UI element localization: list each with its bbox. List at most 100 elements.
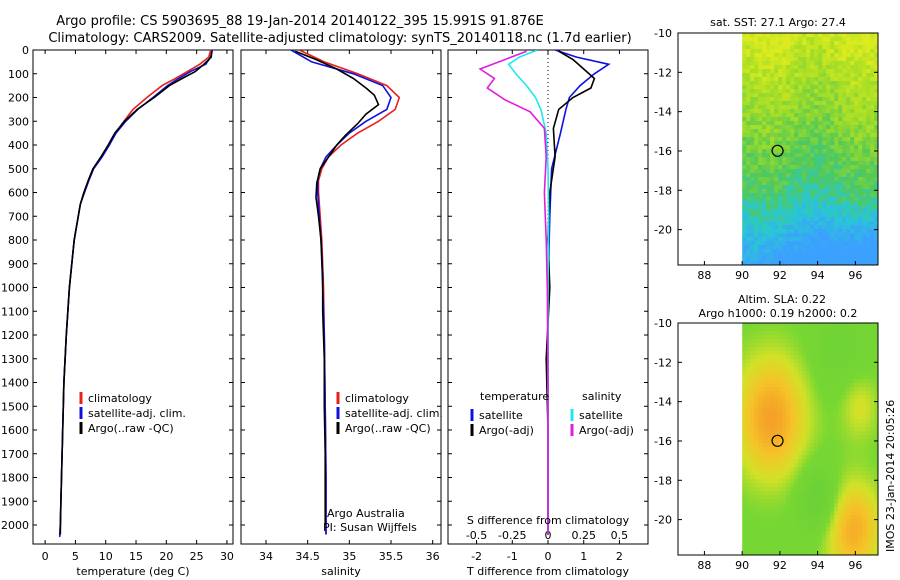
map-cell — [858, 61, 863, 66]
map-cell — [862, 471, 867, 476]
map-cell — [806, 201, 811, 206]
map-cell — [822, 181, 827, 186]
map-cell — [866, 371, 871, 376]
map-cell — [802, 177, 807, 182]
map-cell — [870, 491, 875, 496]
map-cell — [798, 153, 803, 158]
map-cell — [758, 217, 763, 222]
map-cell — [838, 383, 843, 388]
map-cell — [778, 347, 783, 352]
map-cell — [858, 367, 863, 372]
map-cell — [746, 459, 751, 464]
map-cell — [758, 387, 763, 392]
map-cell — [874, 69, 878, 74]
map-cell — [866, 491, 871, 496]
map-cell — [862, 499, 867, 504]
map-cell — [790, 523, 795, 528]
map-cell — [838, 375, 843, 380]
map-cell — [766, 229, 771, 234]
map-cell — [850, 81, 855, 86]
map-cell — [750, 351, 755, 356]
map-cell — [870, 459, 875, 464]
map-cell — [854, 241, 859, 246]
map-cell — [818, 257, 823, 262]
map-cell — [774, 415, 779, 420]
map-cell — [802, 475, 807, 480]
map-cell — [806, 97, 811, 102]
map-cell — [866, 33, 871, 38]
map-cell — [746, 125, 751, 130]
map-cell — [858, 415, 863, 420]
map-cell — [862, 121, 867, 126]
map-cell — [790, 81, 795, 86]
map-cell — [802, 257, 807, 262]
map-cell — [830, 129, 835, 134]
map-cell — [754, 495, 759, 500]
map-cell — [846, 443, 851, 448]
map-cell — [766, 61, 771, 66]
map-cell — [778, 375, 783, 380]
map-cell — [742, 391, 747, 396]
map-cell — [870, 411, 875, 416]
map-cell — [866, 483, 871, 488]
map-cell — [798, 237, 803, 242]
map-cell — [742, 399, 747, 404]
map-cell — [802, 157, 807, 162]
map-cell — [818, 391, 823, 396]
map-cell — [766, 101, 771, 106]
map-cell — [810, 213, 815, 218]
map-cell — [854, 439, 859, 444]
map-cell — [758, 201, 763, 206]
map-cell — [782, 547, 787, 552]
map-cell — [814, 141, 819, 146]
map-cell — [742, 511, 747, 516]
map-cell — [794, 339, 799, 344]
map-cell — [758, 511, 763, 516]
map-cell — [858, 539, 863, 544]
map-cell — [798, 161, 803, 166]
map-cell — [862, 133, 867, 138]
map-cell — [782, 519, 787, 524]
map-cell — [742, 125, 747, 130]
map-cell — [794, 503, 799, 508]
map-cell — [770, 403, 775, 408]
map-cell — [746, 189, 751, 194]
map-cell — [874, 153, 878, 158]
map-cell — [754, 261, 759, 265]
map-cell — [838, 459, 843, 464]
map-cell — [790, 33, 795, 38]
map-cell — [854, 447, 859, 452]
map-cell — [766, 355, 771, 360]
map-cell — [870, 403, 875, 408]
map-cell — [806, 57, 811, 62]
map-cell — [850, 133, 855, 138]
map-cell — [794, 85, 799, 90]
map-cell — [786, 113, 791, 118]
map-cell — [754, 225, 759, 230]
map-cell — [770, 101, 775, 106]
map-cell — [826, 57, 831, 62]
map-cell — [814, 221, 819, 226]
map-cell — [818, 57, 823, 62]
map-cell — [846, 45, 851, 50]
map-cell — [834, 181, 839, 186]
map-cell — [782, 503, 787, 508]
map-cell — [826, 511, 831, 516]
map-cell — [874, 451, 878, 456]
map-cell — [742, 221, 747, 226]
map-cell — [870, 511, 875, 516]
map-cell — [782, 411, 787, 416]
map-cell — [834, 347, 839, 352]
map-cell — [850, 137, 855, 142]
map-cell — [750, 403, 755, 408]
map-cell — [814, 411, 819, 416]
map-cell — [798, 435, 803, 440]
map-cell — [758, 53, 763, 58]
map-cell — [798, 177, 803, 182]
map-cell — [754, 419, 759, 424]
map-cell — [782, 323, 787, 328]
map-cell — [850, 69, 855, 74]
map-cell — [762, 233, 767, 238]
map-cell — [778, 89, 783, 94]
map-cell — [778, 225, 783, 230]
